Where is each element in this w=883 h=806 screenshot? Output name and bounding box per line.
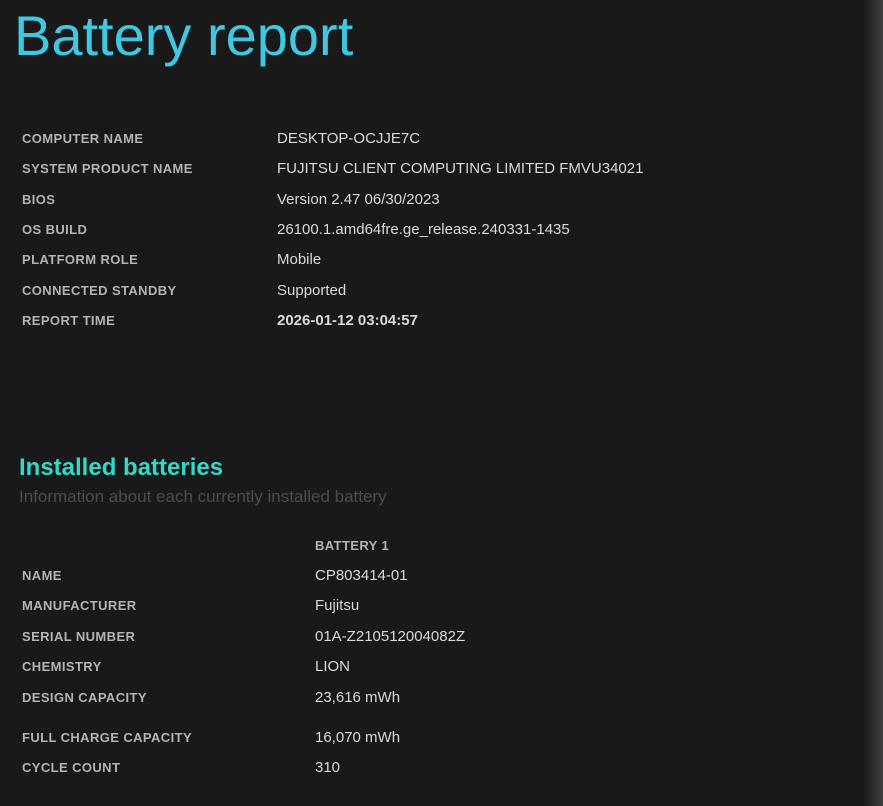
row-value: Version 2.47 06/30/2023 [277, 190, 440, 208]
table-row: SYSTEM PRODUCT NAME FUJITSU CLIENT COMPU… [22, 154, 883, 184]
system-info-table: COMPUTER NAME DESKTOP-OCJJE7C SYSTEM PRO… [14, 123, 883, 336]
table-row: MANUFACTURER Fujitsu [22, 591, 883, 621]
row-value: DESKTOP-OCJJE7C [277, 129, 421, 147]
scrollbar[interactable] [863, 0, 883, 806]
installed-batteries-heading: Installed batteries [19, 453, 224, 481]
installed-batteries-subtitle: Information about each currently install… [19, 486, 387, 506]
row-value: 01A-Z210512004082Z [315, 627, 466, 645]
row-label: FULL CHARGE CAPACITY [22, 729, 193, 745]
row-value: 23,616 mWh [315, 688, 401, 706]
row-label: BIOS [22, 191, 56, 207]
table-row: PLATFORM ROLE Mobile [22, 245, 883, 275]
row-value: CP803414-01 [315, 567, 408, 584]
row-value: Fujitsu [315, 597, 360, 615]
page-title: Battery report [14, 4, 354, 67]
table-row: CONNECTED STANDBY Supported [22, 275, 883, 305]
row-label: OS BUILD [22, 222, 88, 238]
table-row: CHEMISTRY LION [22, 651, 883, 681]
row-label: CHEMISTRY [22, 659, 102, 675]
row-value: Mobile [277, 251, 322, 269]
table-row: REPORT TIME 2026-01-12 03:04:57 [22, 306, 883, 336]
row-label: DESIGN CAPACITY [22, 689, 147, 705]
row-label: NAME [22, 568, 62, 583]
row-value: 26100.1.amd64fre.ge_release.240331-1435 [277, 221, 570, 239]
table-row: CYCLE COUNT 310 [22, 753, 883, 783]
row-label: REPORT TIME [22, 313, 116, 329]
table-row: COMPUTER NAME DESKTOP-OCJJE7C [22, 123, 883, 153]
battery-info-table: BATTERY 1 NAME CP803414-01 MANUFACTURER … [14, 530, 883, 783]
row-label: CONNECTED STANDBY [22, 282, 177, 298]
table-row: SERIAL NUMBER 01A-Z210512004082Z [22, 621, 883, 651]
row-label: MANUFACTURER [22, 598, 137, 614]
row-label: PLATFORM ROLE [22, 252, 139, 268]
table-header-row: BATTERY 1 [22, 530, 883, 560]
row-value: Supported [277, 281, 347, 299]
table-row: OS BUILD 26100.1.amd64fre.ge_release.240… [22, 214, 883, 244]
battery-column-header: BATTERY 1 [315, 537, 390, 553]
table-row: BIOS Version 2.47 06/30/2023 [22, 184, 883, 214]
row-label: COMPUTER NAME [22, 130, 144, 146]
row-label: SYSTEM PRODUCT NAME [22, 161, 193, 177]
row-value: LION [315, 658, 351, 676]
row-label: SERIAL NUMBER [22, 628, 136, 644]
table-row: NAME CP803414-01 [22, 560, 883, 590]
row-label: CYCLE COUNT [22, 760, 121, 776]
table-row: DESIGN CAPACITY 23,616 mWh [22, 682, 883, 712]
row-value: 310 [315, 759, 341, 777]
table-row: FULL CHARGE CAPACITY 16,070 mWh [22, 722, 883, 752]
row-value: 16,070 mWh [315, 728, 401, 746]
row-value: FUJITSU CLIENT COMPUTING LIMITED FMVU340… [277, 160, 644, 178]
report-time-value: 2026-01-12 03:04:57 [277, 312, 418, 330]
